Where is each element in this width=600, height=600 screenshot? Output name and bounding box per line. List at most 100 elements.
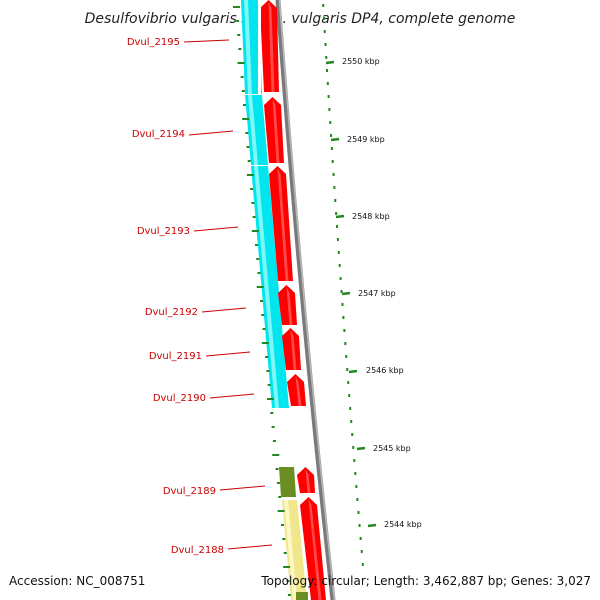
gc-skew-mark: [330, 134, 333, 137]
gc-skew-mark: [287, 594, 291, 596]
gc-skew-mark: [277, 510, 285, 512]
gc-skew-mark: [330, 147, 333, 150]
gc-skew-mark: [352, 446, 355, 449]
gc-skew-mark: [342, 316, 345, 319]
locus-label-dvul-2189: Dvul_2189: [163, 486, 216, 497]
gc-skew-mark: [257, 272, 261, 274]
locus-label-dvul-2194: Dvul_2194: [132, 129, 185, 140]
khaki-highlight: [284, 500, 297, 600]
gene-track: [241, 0, 308, 600]
gc-skew-mark: [336, 238, 339, 241]
cds-highlight: [272, 99, 280, 163]
gc-skew-mark: [332, 173, 335, 176]
gc-skew-mark: [266, 370, 270, 372]
gc-skew-mark: [250, 188, 254, 190]
gc-skew-mark: [240, 76, 244, 78]
locus-label-dvul-2193: Dvul_2193: [137, 226, 190, 237]
cds-highlight: [295, 376, 302, 406]
cds-arrow: [278, 285, 297, 325]
cds-arrow: [269, 166, 293, 281]
gc-skew-mark: [252, 216, 256, 218]
scale-label-2549: 2549 kbp: [347, 135, 385, 144]
gc-skew-mark: [280, 524, 284, 526]
gc-skew-mark: [333, 186, 336, 189]
locus-label-dvul-2192: Dvul_2192: [145, 307, 198, 318]
gc-skew-mark: [361, 563, 364, 566]
gc-skew-mark: [326, 82, 329, 85]
locus-label-dvul-2195: Dvul_2195: [127, 37, 180, 48]
cds-arrow: [282, 328, 301, 370]
gc-skew-mark: [331, 160, 334, 163]
gc-skew-mark: [282, 538, 286, 540]
gc-skew-mark: [246, 174, 254, 176]
gc-skew-mark: [262, 328, 266, 330]
gc-skew-mark: [243, 104, 247, 106]
gc-skew-mark: [255, 244, 259, 246]
gc-skew-mark: [351, 433, 354, 436]
locus-label-dvul-2188: Dvul_2188: [171, 545, 224, 556]
gc-skew-mark: [322, 4, 325, 7]
gc-skew-mark: [346, 368, 349, 371]
gc-skew-mark: [343, 329, 346, 332]
gc-skew-mark: [241, 90, 245, 92]
locus-label-dvul-2190: Dvul_2190: [153, 393, 206, 404]
gc-skew-mark: [353, 459, 356, 462]
gc-skew-outer: [322, 4, 364, 566]
cds-highlight: [277, 168, 289, 281]
gc-skew-mark: [276, 482, 280, 484]
gc-skew-mark: [237, 34, 241, 36]
locus-labels: Dvul_2195 Dvul_2194 Dvul_2193 Dvul_2192 …: [127, 37, 273, 556]
cds-arrow: [287, 374, 306, 406]
gc-skew-mark: [251, 230, 259, 232]
gc-skew-mark: [326, 69, 329, 72]
gc-skew-mark: [340, 290, 343, 293]
track-gap: [258, 0, 261, 95]
cds-arrow: [260, 0, 279, 92]
cds-highlight: [268, 2, 275, 92]
topology-text: Topology: circular; Length: 3,462,887 bp…: [260, 574, 591, 588]
olive-feature-bottom: [296, 592, 308, 600]
scale-label-2544: 2544 kbp: [384, 520, 422, 529]
gc-skew-mark: [247, 160, 251, 162]
gc-skew-mark: [278, 496, 282, 498]
scale-label-2547: 2547 kbp: [358, 289, 396, 298]
gc-skew-mark: [328, 108, 331, 111]
gc-skew-mark: [358, 524, 361, 527]
gc-skew-mark: [322, 17, 325, 20]
scale-label-2548: 2548 kbp: [352, 212, 390, 221]
gc-skew-mark: [246, 146, 250, 148]
gc-skew-mark: [325, 56, 328, 59]
gc-skew-mark: [341, 303, 344, 306]
gc-skew-mark: [323, 30, 326, 33]
gc-skew-mark: [335, 212, 338, 215]
gc-skew-mark: [267, 384, 271, 386]
gc-skew-mark: [327, 95, 330, 98]
gc-skew-mark: [283, 566, 291, 568]
gc-skew-mark: [345, 355, 348, 358]
gc-skew-mark: [336, 225, 339, 228]
cds-highlight: [308, 499, 322, 600]
gc-skew-mark: [344, 342, 347, 345]
map-title: Desulfovibrio vulgaris subsp. vulgaris D…: [85, 11, 516, 27]
gc-skew-mark: [242, 118, 250, 120]
cds-highlight: [290, 330, 297, 370]
backbone: [275, 0, 336, 600]
gc-skew-mark: [232, 6, 240, 8]
scale-label-2545: 2545 kbp: [373, 444, 411, 453]
gc-skew-mark: [283, 552, 287, 554]
gc-skew-mark: [238, 48, 242, 50]
gc-skew-mark: [245, 132, 249, 134]
cds-arrow: [300, 497, 326, 600]
cds-track: [258, 0, 326, 600]
gc-skew-mark: [256, 286, 264, 288]
gc-skew-mark: [359, 537, 362, 540]
accession-text: Accession: NC_008751: [9, 574, 145, 588]
locus-label-dvul-2191: Dvul_2191: [149, 351, 202, 362]
scale-label-2550: 2550 kbp: [342, 57, 380, 66]
gc-skew-mark: [260, 300, 263, 302]
gc-skew-mark: [286, 580, 290, 582]
gc-skew-mark: [356, 498, 359, 501]
gc-skew-mark: [347, 381, 350, 384]
scale-label-2546: 2546 kbp: [366, 366, 404, 375]
